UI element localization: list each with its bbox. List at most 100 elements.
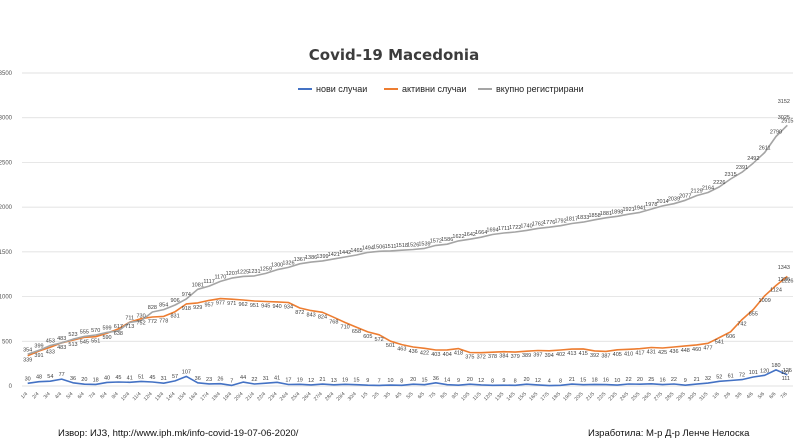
x-tick-label: 20/5 <box>574 391 585 402</box>
end-data-label: 1343 <box>778 265 790 271</box>
x-tick-label: 23/5 <box>608 391 619 402</box>
data-label: 778 <box>159 318 168 324</box>
end-data-label: 127 <box>781 370 790 376</box>
data-label: 32 <box>705 376 711 382</box>
data-label: 606 <box>726 334 735 340</box>
data-label: 1898 <box>611 209 623 215</box>
data-label: 48 <box>36 375 42 381</box>
data-label: 20 <box>523 377 529 383</box>
x-tick-label: 12/4 <box>143 391 154 402</box>
x-tick-label: 25/5 <box>630 391 641 402</box>
data-label: 730 <box>136 314 145 320</box>
x-tick-label: 29/5 <box>676 391 687 402</box>
data-label: 742 <box>737 322 746 328</box>
data-label: 1124 <box>770 287 782 293</box>
data-label: 13 <box>331 378 337 384</box>
data-label: 10 <box>614 378 620 384</box>
x-tick-label: 24/4 <box>279 391 290 402</box>
data-label: 45 <box>115 375 121 381</box>
data-label: 431 <box>647 349 656 355</box>
data-label: 57 <box>172 374 178 380</box>
data-label: 415 <box>579 351 588 357</box>
x-tick-label: 21/5 <box>585 391 596 402</box>
data-label: 399 <box>34 343 43 349</box>
data-label: 12 <box>308 378 314 384</box>
author-note: Изработила: М-р Д-р Ленче Нелоска <box>588 428 750 439</box>
data-label: 2611 <box>759 146 771 152</box>
data-label: 23 <box>206 377 212 383</box>
data-label: 940 <box>273 304 282 310</box>
x-tick-label: 19/5 <box>562 391 573 402</box>
x-tick-label: 15/4 <box>177 391 188 402</box>
data-label: 391 <box>34 353 43 359</box>
data-label: 19 <box>297 377 303 383</box>
y-tick-label: 3500 <box>0 71 13 77</box>
data-label: 872 <box>295 310 304 316</box>
data-label: 16 <box>603 378 609 384</box>
x-tick-label: 1/5 <box>360 391 369 400</box>
data-label: 1225 <box>237 269 249 275</box>
data-label: 72 <box>739 373 745 379</box>
data-label: 378 <box>488 354 497 360</box>
data-label: 436 <box>409 349 418 355</box>
x-tick-label: 26/4 <box>301 391 312 402</box>
data-label: 20 <box>410 377 416 383</box>
data-label: 51 <box>138 374 144 380</box>
data-label: 1941 <box>634 205 646 211</box>
legend-label: нови случаи <box>316 84 367 94</box>
x-tick-label: 19/4 <box>222 391 233 402</box>
x-tick-label: 25/4 <box>290 391 301 402</box>
x-tick-label: 16/5 <box>528 391 539 402</box>
data-label: 945 <box>261 303 270 309</box>
data-label: 433 <box>46 349 55 355</box>
x-tick-label: 14/4 <box>165 391 176 402</box>
data-label: 9 <box>457 378 460 384</box>
source-note: Извор: ИЈЗ, http://www.iph.mk/info-covid… <box>58 428 299 439</box>
data-label: 61 <box>728 374 734 380</box>
data-label: 2014 <box>656 199 668 205</box>
data-label: 339 <box>23 358 32 364</box>
x-tick-label: 2/4 <box>31 391 40 400</box>
data-label: 1117 <box>203 279 214 285</box>
data-label: 387 <box>601 353 610 359</box>
data-label: 1009 <box>759 298 771 304</box>
x-tick-label: 28/5 <box>664 391 675 402</box>
data-label: 1465 <box>350 248 362 254</box>
data-label: 934 <box>284 304 293 310</box>
data-label: 1399 <box>316 254 328 260</box>
data-label: 14 <box>444 378 450 384</box>
data-label: 22 <box>671 377 677 383</box>
x-tick-label: 6/5 <box>417 391 426 400</box>
y-tick-label: 500 <box>2 339 13 345</box>
data-label: 1740 <box>520 223 532 229</box>
data-label: 711 <box>125 315 134 321</box>
x-tick-label: 31/5 <box>698 391 709 402</box>
data-label: 18 <box>93 377 99 383</box>
data-label: 460 <box>692 347 701 353</box>
data-label: 570 <box>91 328 100 334</box>
data-label: 101 <box>749 370 758 376</box>
data-label: 843 <box>307 313 316 319</box>
data-label: 1978 <box>645 202 657 208</box>
data-label: 354 <box>23 347 32 353</box>
data-label: 2790 <box>770 129 782 135</box>
data-label: 1494 <box>362 245 374 251</box>
data-label: 752 <box>136 321 145 327</box>
data-label: 545 <box>80 339 89 345</box>
data-label: 1921 <box>622 207 634 213</box>
x-tick-label: 2/5 <box>371 391 380 400</box>
data-label: 1207 <box>226 271 238 277</box>
x-tick-label: 4/6 <box>746 391 755 400</box>
data-label: 599 <box>102 325 111 331</box>
x-tick-label: 4/4 <box>54 391 63 400</box>
x-tick-label: 13/5 <box>494 391 505 402</box>
data-label: 918 <box>182 306 191 312</box>
data-label: 855 <box>749 312 758 318</box>
x-tick-label: 1/4 <box>20 391 29 400</box>
data-label: 375 <box>465 354 474 360</box>
data-label: 555 <box>80 329 89 335</box>
x-axis-ticks: 1/4 2/4 3/4 4/4 5/4 6/4 7/4 8/4 9/4 10/4 11/4 12/4 1… <box>20 391 789 402</box>
data-label: 1762 <box>532 221 544 227</box>
data-label: 713 <box>125 324 134 330</box>
